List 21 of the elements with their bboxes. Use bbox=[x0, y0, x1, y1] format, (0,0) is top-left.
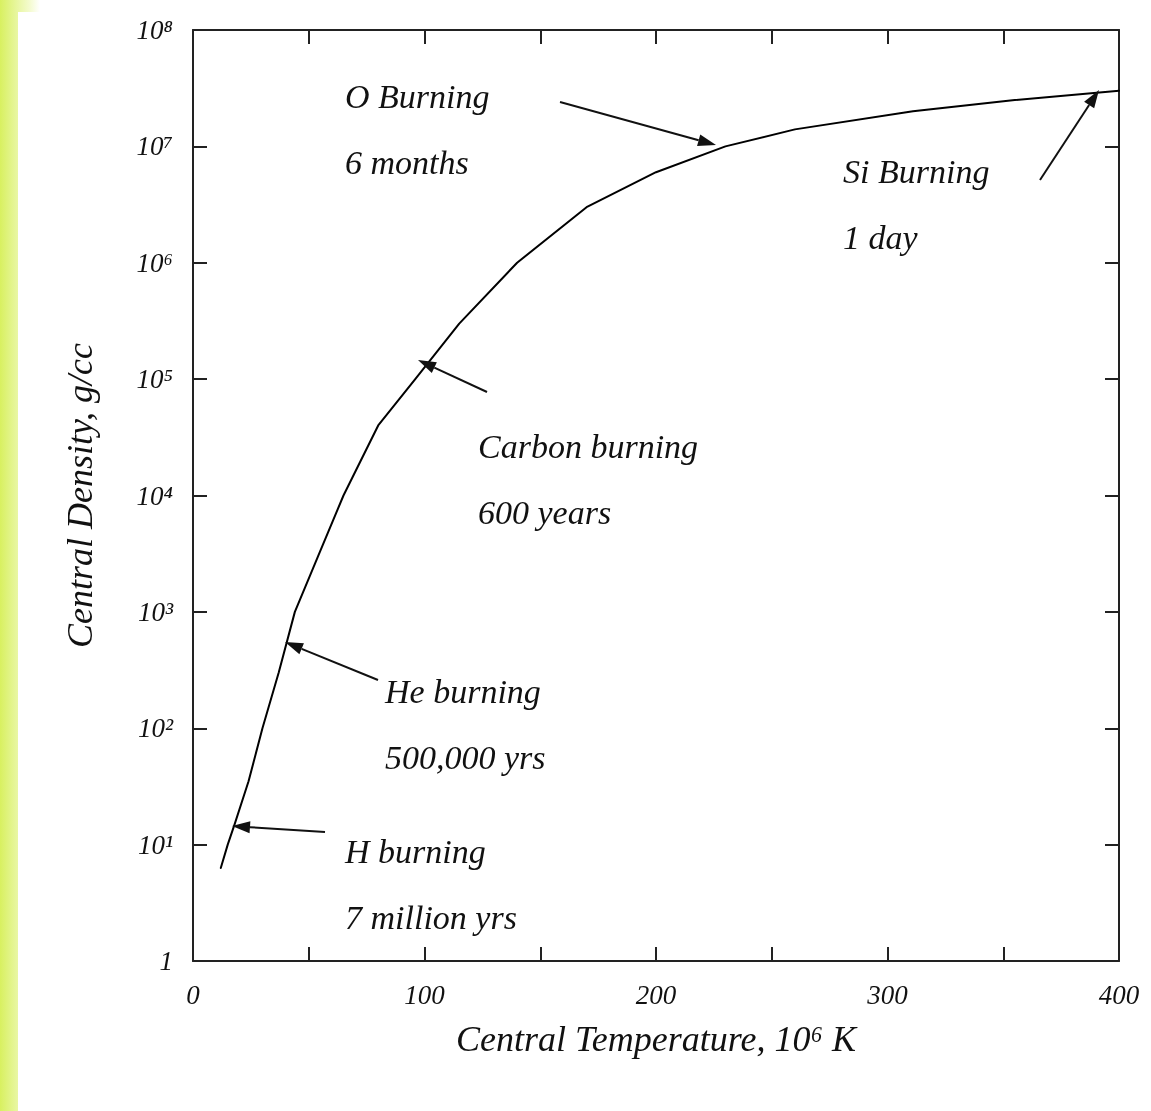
y-tick-label: 1 bbox=[159, 946, 173, 976]
y-tick-label: 10⁵ bbox=[136, 364, 173, 395]
y-tick-label: 10⁷ bbox=[136, 131, 173, 162]
x-tick-label: 400 bbox=[1098, 979, 1140, 1010]
y-axis-title: Central Density, g/cc bbox=[60, 343, 100, 648]
annotation: O Burning 6 months bbox=[345, 77, 490, 181]
x-tick-label: 200 bbox=[635, 979, 677, 1010]
y-tick-label: 10³ bbox=[137, 596, 174, 627]
y-tick-label: 10¹ bbox=[137, 829, 173, 860]
y-tick-label: 10⁸ bbox=[136, 15, 173, 45]
annotation: He burning 500,000 yrs bbox=[384, 672, 546, 776]
x-axis-title: Central Temperature, 10⁶ K bbox=[456, 1019, 858, 1059]
annotation: Si Burning 1 day bbox=[843, 152, 990, 256]
x-tick-label: 0 bbox=[186, 979, 201, 1010]
annotation: H burning 7 million yrs bbox=[344, 832, 517, 936]
x-tick-label: 100 bbox=[404, 979, 446, 1010]
annotation: Carbon burning 600 years bbox=[478, 427, 699, 531]
y-tick-label: 10² bbox=[137, 713, 174, 744]
x-tick-label: 300 bbox=[866, 979, 909, 1010]
y-tick-label: 10⁶ bbox=[136, 247, 173, 278]
y-tick-label: 10⁴ bbox=[136, 480, 173, 511]
